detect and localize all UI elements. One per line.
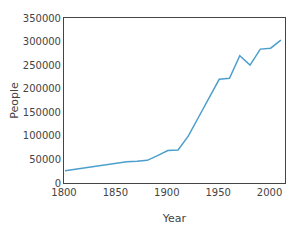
svg-text:0: 0 xyxy=(55,178,61,189)
svg-text:1850: 1850 xyxy=(103,187,128,198)
svg-text:People: People xyxy=(8,82,21,119)
svg-text:50000: 50000 xyxy=(29,154,61,165)
svg-text:150000: 150000 xyxy=(23,107,61,118)
svg-text:Year: Year xyxy=(162,212,187,225)
svg-text:250000: 250000 xyxy=(23,60,61,71)
svg-text:100000: 100000 xyxy=(23,130,61,141)
svg-text:200000: 200000 xyxy=(23,83,61,94)
svg-text:350000: 350000 xyxy=(23,13,61,24)
svg-text:1950: 1950 xyxy=(205,187,230,198)
svg-text:2000: 2000 xyxy=(257,187,282,198)
svg-text:1900: 1900 xyxy=(154,187,179,198)
svg-text:300000: 300000 xyxy=(23,36,61,47)
svg-text:1800: 1800 xyxy=(51,187,76,198)
